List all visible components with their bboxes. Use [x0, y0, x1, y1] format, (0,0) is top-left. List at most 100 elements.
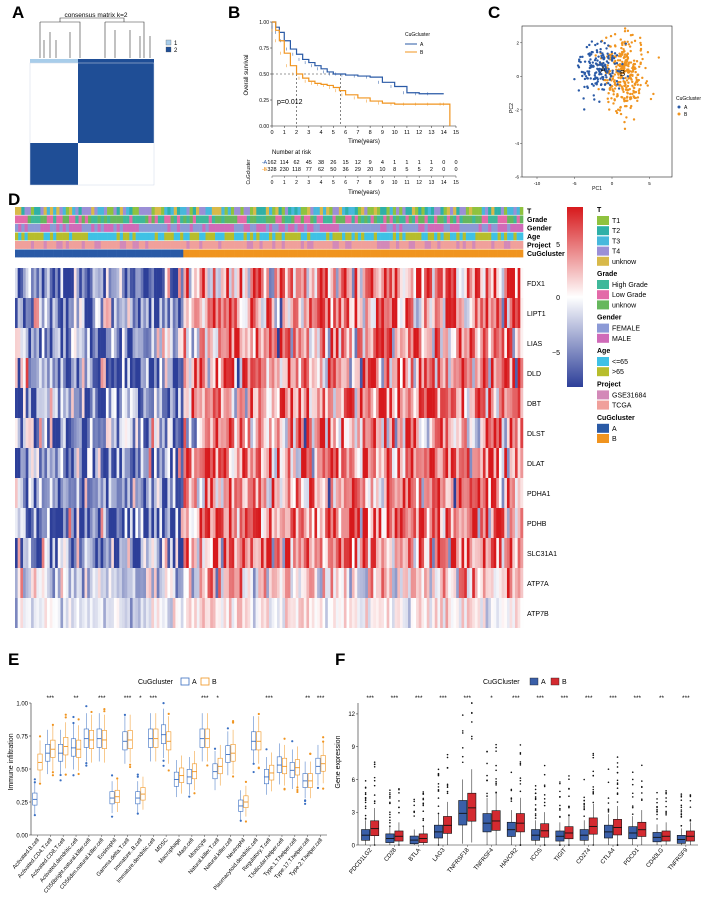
- heat-cell-ATP7B: [36, 598, 40, 628]
- heat-cell-DLST: [440, 418, 444, 448]
- heat-cell-DLD: [514, 358, 518, 388]
- heat-cell-PDHB: [188, 508, 192, 538]
- heat-cell-DLAT: [234, 448, 238, 478]
- pca-point-b: [621, 51, 624, 54]
- anno-cell-Gender: [43, 224, 48, 232]
- heat-cell-DLD: [432, 358, 436, 388]
- heat-cell-LIPT1: [335, 298, 339, 328]
- anno-cell-T: [119, 207, 124, 215]
- km-x-tick-label: 13: [428, 130, 434, 136]
- anno-cell-Project: [449, 241, 454, 249]
- heat-cell-LIAS: [488, 328, 492, 358]
- anno-cell-Grade: [103, 215, 108, 224]
- heat-cell-ATP7A: [362, 568, 366, 598]
- f-outlier-A: [583, 796, 585, 799]
- heat-cell-SLC31A1: [367, 538, 371, 568]
- anno-cell-Age: [313, 232, 317, 241]
- anno-cell-Project: [376, 241, 381, 249]
- heat-cell-DBT: [162, 388, 165, 418]
- heat-cell-FDX1: [49, 268, 53, 298]
- anno-cell-Age: [418, 232, 422, 241]
- heat-cell-SLC31A1: [319, 538, 323, 568]
- pca-point-b: [636, 73, 639, 77]
- heat-cell-PDHA1: [199, 478, 203, 508]
- heat-cell-ATP7A: [282, 568, 286, 598]
- anno-cell-Age: [269, 232, 273, 241]
- heat-cell-DBT: [154, 388, 157, 418]
- pca-point-a: [583, 60, 587, 63]
- e-outlier-B: [296, 788, 299, 792]
- legend-title-Grade: Grade: [597, 271, 617, 278]
- heat-cell-ATP7A: [338, 568, 342, 598]
- pca-point-a: [594, 71, 597, 75]
- km-x-tick-label: 0: [270, 130, 273, 136]
- legend-swatch-T4: [597, 246, 609, 256]
- anno-cell-T: [88, 207, 92, 215]
- heat-cell-FDX1: [196, 268, 200, 298]
- anno-cell-T: [507, 207, 511, 215]
- anno-cell-Project: [151, 241, 155, 249]
- pca-point-b: [618, 62, 622, 66]
- heat-cell-DLD: [244, 358, 248, 388]
- f-outlier-B: [519, 752, 522, 754]
- heat-cell-SLC31A1: [191, 538, 195, 568]
- f-outlier-A: [437, 768, 440, 771]
- e-outlier-A: [213, 747, 217, 750]
- heat-cell-LIAS: [25, 328, 29, 358]
- heat-cell-SLC31A1: [124, 538, 128, 568]
- pca-point-b: [622, 98, 626, 101]
- heat-cell-ATP7A: [63, 568, 67, 598]
- heat-cell-DLD: [92, 358, 96, 388]
- heat-cell-LIPT1: [466, 298, 470, 328]
- heat-cell-SLC31A1: [298, 538, 302, 568]
- anno-cell-Age: [364, 232, 368, 241]
- heat-cell-DBT: [260, 388, 264, 418]
- heat-cell-SLC31A1: [504, 538, 508, 568]
- pca-point-b: [623, 56, 627, 59]
- heat-cell-DLST: [504, 418, 508, 448]
- heat-cell-DBT: [362, 388, 366, 418]
- heat-cell-ATP7B: [71, 598, 75, 628]
- f-significance: *: [490, 695, 493, 702]
- heat-cell-LIAS: [325, 328, 329, 358]
- heat-cell-ATP7A: [480, 568, 484, 598]
- e-outlier-B: [103, 710, 106, 713]
- heat-cell-PDHA1: [442, 478, 446, 508]
- heat-cell-DLAT: [373, 448, 377, 478]
- heat-cell-DLD: [391, 358, 395, 388]
- heat-cell-DBT: [432, 388, 436, 418]
- heat-cell-SLC31A1: [450, 538, 454, 568]
- pca-point-b: [625, 86, 628, 89]
- anno-cell-Grade: [310, 215, 314, 224]
- anno-cell-Grade: [56, 215, 60, 224]
- heat-cell-LIPT1: [445, 298, 449, 328]
- gene-label-LIAS: LIAS: [527, 341, 543, 348]
- pca-x-tick-label: -10: [534, 181, 541, 186]
- heat-cell-PDHB: [162, 508, 165, 538]
- heat-cell-DLST: [228, 418, 232, 448]
- e-significance: ***: [47, 695, 55, 702]
- anno-cell-Grade: [491, 215, 495, 224]
- pca-point-b: [619, 55, 623, 58]
- anno-cell-CuGcluster: [380, 249, 384, 258]
- anno-cell-T: [37, 207, 41, 215]
- heat-cell-LIPT1: [57, 298, 61, 328]
- risk-x-tick-label: 7: [356, 180, 359, 186]
- heat-cell-DLD: [298, 358, 302, 388]
- anno-cell-Project: [348, 241, 352, 249]
- heat-cell-DLAT: [391, 448, 395, 478]
- heat-cell-PDHB: [421, 508, 425, 538]
- heat-cell-SLC31A1: [520, 538, 524, 568]
- heat-cell-PDHA1: [333, 478, 337, 508]
- heat-cell-DLST: [97, 418, 101, 448]
- heat-cell-ATP7B: [279, 598, 283, 628]
- heat-cell-PDHB: [159, 508, 163, 538]
- heat-cell-DBT: [199, 388, 203, 418]
- heat-cell-DLD: [333, 358, 337, 388]
- heat-cell-ATP7A: [68, 568, 72, 598]
- anno-cell-Grade: [399, 215, 403, 224]
- heat-cell-DLAT: [517, 448, 521, 478]
- e-outlier-B: [283, 788, 286, 791]
- heat-cell-SLC31A1: [68, 538, 72, 568]
